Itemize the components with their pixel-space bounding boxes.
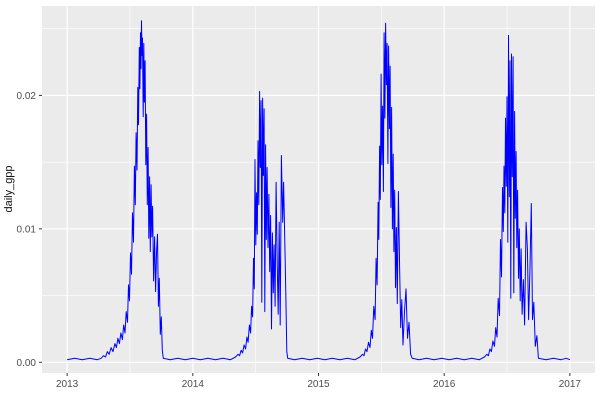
x-tick-label: 2015 xyxy=(307,379,330,390)
gpp-series-line xyxy=(67,20,571,361)
y-tick-label: 0.01 xyxy=(17,224,37,235)
x-tick-label: 2014 xyxy=(182,379,205,390)
y-axis-title: daily_gpp xyxy=(3,165,15,213)
y-tick-label: 0.00 xyxy=(17,358,37,369)
y-tick-label: 0.02 xyxy=(17,91,37,102)
x-tick-label: 2017 xyxy=(559,379,582,390)
x-tick-label: 2016 xyxy=(433,379,456,390)
x-tick-label: 2013 xyxy=(56,379,79,390)
